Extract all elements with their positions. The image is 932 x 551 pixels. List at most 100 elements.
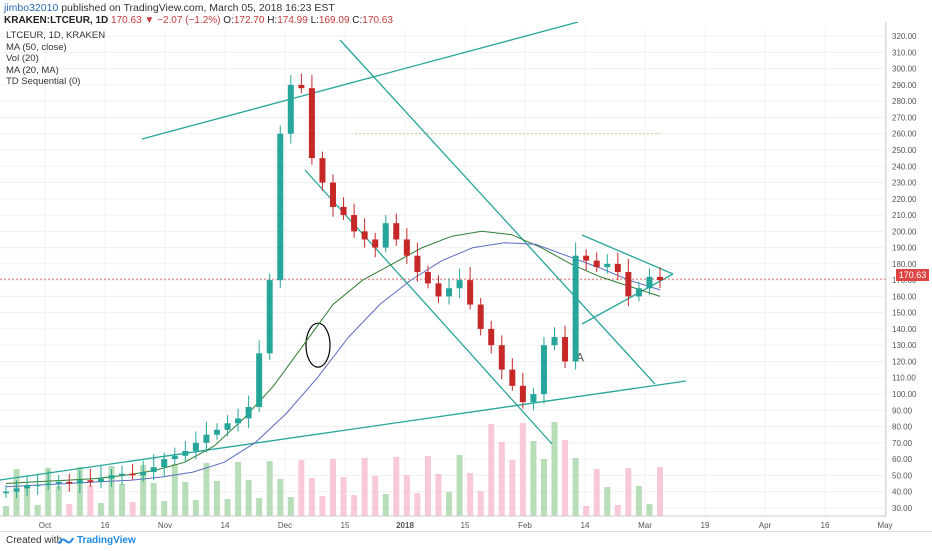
volume-bar <box>330 459 336 516</box>
candle-body <box>446 288 453 297</box>
volume-bar <box>34 505 41 516</box>
candle-body <box>562 337 569 362</box>
y-tick-label: 120.00 <box>892 357 917 366</box>
candle-body <box>477 304 484 329</box>
volume-bar <box>604 487 611 516</box>
volume-bar <box>509 460 516 516</box>
volume-bar <box>572 458 579 516</box>
candle-body <box>330 182 336 207</box>
legend-item-ma20[interactable]: MA (20, MA) <box>6 64 59 76</box>
volume-bar <box>382 494 389 516</box>
created-with-label: Created with <box>6 535 63 546</box>
candle-body <box>256 353 263 408</box>
candle-body <box>393 223 400 240</box>
legend-item-vol[interactable]: Vol (20) <box>6 53 39 64</box>
author-link[interactable]: jimbo32010 <box>4 2 59 14</box>
y-tick-label: 270.00 <box>892 113 917 122</box>
price-chart[interactable]: A 30.00 40.00 50.00 60.00 70.00 80.00 90.00 100… <box>0 22 932 531</box>
candle-body <box>287 84 294 134</box>
candle-body <box>646 276 653 289</box>
legend-item-td[interactable]: TD Sequential (0) <box>6 76 81 87</box>
x-tick-label: Oct <box>39 521 52 530</box>
volume-bar <box>150 483 157 516</box>
volume-bar <box>540 459 547 516</box>
y-tick-label: 300.00 <box>892 65 917 74</box>
close-label: C: <box>352 15 363 26</box>
candle-body <box>488 328 495 346</box>
candle-body <box>203 434 210 443</box>
candle-body <box>319 158 326 183</box>
candle-body <box>108 475 115 479</box>
volume-bar <box>551 422 558 516</box>
volume-bar <box>55 486 62 516</box>
volume-bar <box>66 504 73 516</box>
candle-body <box>224 423 231 430</box>
x-tick-label: Nov <box>158 521 172 530</box>
y-tick-label: 320.00 <box>892 32 917 41</box>
indicator-legend: LTCEUR, 1D, KRAKEN MA (50, close) Vol (2… <box>6 30 105 88</box>
volume-bar <box>635 486 642 516</box>
candle-body <box>76 480 83 484</box>
volume-bar <box>45 468 52 516</box>
y-tick-label: 40.00 <box>892 488 913 497</box>
close-value: 170.63 <box>362 15 393 26</box>
candle-body <box>467 280 474 305</box>
y-tick-label: 150.00 <box>892 309 917 318</box>
tradingview-logo-icon[interactable] <box>58 536 74 546</box>
x-tick-label: Apr <box>759 521 772 530</box>
candle-body <box>45 483 52 486</box>
y-tick-label: 190.00 <box>892 244 917 253</box>
chart-area[interactable]: A 30.00 40.00 50.00 60.00 70.00 80.00 90.00 100… <box>0 22 932 531</box>
volume-bar <box>446 492 453 516</box>
descending-line-lower <box>304 169 553 445</box>
candle-body <box>13 488 20 492</box>
volume-bar <box>235 462 242 516</box>
volume-bar <box>203 463 210 516</box>
candle-body <box>551 337 558 346</box>
y-tick-label: 60.00 <box>892 455 913 464</box>
volume-bar <box>593 469 600 516</box>
volume-bar <box>97 503 104 516</box>
volume-bar <box>583 506 590 516</box>
last-price: 170.63 <box>111 15 142 26</box>
triangle-upper-line <box>581 234 674 275</box>
volume-bar <box>140 465 147 516</box>
volume-bar <box>287 497 294 516</box>
y-tick-label: 290.00 <box>892 81 917 90</box>
candle-body <box>456 280 463 289</box>
volume-bars <box>3 422 663 516</box>
candle-body <box>119 473 126 476</box>
x-tick-label: 19 <box>701 521 710 530</box>
volume-bar <box>435 474 442 516</box>
y-tick-label: 70.00 <box>892 439 913 448</box>
candle-body <box>266 280 273 354</box>
volume-bar <box>372 476 379 516</box>
candle-body <box>171 455 178 460</box>
lower-channel-line <box>0 380 687 481</box>
candle-body <box>583 255 590 261</box>
y-tick-label: 160.00 <box>892 292 917 301</box>
candle-body <box>635 288 642 297</box>
candle-body <box>66 481 73 484</box>
x-tick-label: Mar <box>638 521 652 530</box>
x-tick-label: 2018 <box>396 521 414 530</box>
legend-item-ma50[interactable]: MA (50, close) <box>6 41 67 53</box>
candle-body <box>361 231 368 240</box>
x-tick-label: 15 <box>461 521 470 530</box>
volume-bar <box>657 467 663 516</box>
y-tick-label: 280.00 <box>892 97 917 106</box>
descending-line-upper <box>339 39 656 385</box>
y-tick-label: 30.00 <box>892 504 913 513</box>
candle-body <box>657 276 663 281</box>
candle-body <box>351 215 358 232</box>
tradingview-brand[interactable]: TradingView <box>77 535 136 546</box>
volume-bar <box>3 506 9 516</box>
candle-body <box>414 255 421 272</box>
y-tick-label: 260.00 <box>892 130 917 139</box>
chart-header: jimbo32010 published on TradingView.com,… <box>0 0 932 22</box>
volume-bar <box>424 456 431 516</box>
publish-line: jimbo32010 published on TradingView.com,… <box>4 2 335 14</box>
volume-bar <box>414 493 421 516</box>
volume-bar <box>614 505 621 516</box>
candle-body <box>3 491 9 494</box>
